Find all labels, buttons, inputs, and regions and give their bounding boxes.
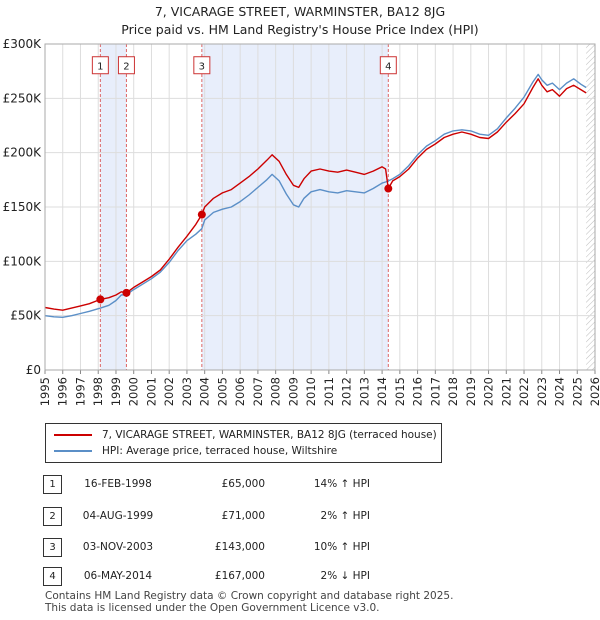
x-tick-label: 2002	[162, 377, 176, 406]
sale-date: 16-FEB-1998	[84, 478, 152, 490]
sale-hpi-diff: 10% ↑ HPI	[313, 541, 370, 553]
sale-price: £167,000	[214, 570, 265, 582]
x-tick-label: 1999	[109, 377, 123, 406]
x-tick-label: 2010	[304, 377, 318, 406]
x-tick-label: 2022	[517, 377, 531, 406]
sale-hpi-diff: 14% ↑ HPI	[313, 478, 370, 490]
x-tick-label: 2015	[393, 377, 407, 406]
y-tick-label: £0	[26, 363, 41, 377]
sale-hpi-diff: 2% ↑ HPI	[320, 510, 370, 522]
x-tick-label: 2025	[570, 377, 584, 406]
plot-frame	[44, 43, 596, 371]
chart-title: 7, VICARAGE STREET, WARMINSTER, BA12 8JG	[154, 4, 446, 19]
x-tick-label: 1998	[91, 377, 105, 406]
sale-date: 06-MAY-2014	[83, 570, 153, 582]
footer-line-copyright: Contains HM Land Registry data © Crown c…	[45, 590, 454, 602]
table-row: 3 03-NOV-2003 £143,000 10% ↑ HPI	[0, 538, 600, 558]
sale-date: 04-AUG-1999	[82, 510, 154, 522]
sale-hpi-diff: 2% ↓ HPI	[320, 570, 370, 582]
chart-title-block: 7, VICARAGE STREET, WARMINSTER, BA12 8JG…	[0, 3, 600, 39]
x-tick-label: 2009	[286, 377, 300, 406]
x-tick-label: 2000	[127, 377, 141, 406]
sale-label-box	[379, 56, 397, 75]
sale-label-number: 2	[123, 62, 129, 73]
x-tick-label: 2014	[375, 377, 389, 406]
x-tick-label: 2003	[180, 377, 194, 406]
x-tick-label: 2016	[411, 377, 425, 406]
sale-point	[122, 288, 131, 297]
y-tick-label: £50K	[10, 309, 42, 323]
y-tick-label: £200K	[3, 146, 43, 160]
x-tick-label: 2008	[269, 377, 283, 406]
hpi-line	[44, 73, 587, 318]
sale-label-box	[117, 56, 135, 75]
y-tick-label: £150K	[3, 200, 43, 214]
y-tick-label: £250K	[3, 91, 43, 105]
x-tick-label: 2007	[251, 377, 265, 406]
x-tick-label: 2005	[215, 377, 229, 406]
table-row: 2 04-AUG-1999 £71,000 2% ↑ HPI	[0, 507, 600, 527]
x-tick-label: 2012	[340, 377, 354, 406]
property-price-line	[44, 78, 587, 311]
sale-number-badge: 2	[43, 507, 62, 526]
chart-subtitle: Price paid vs. HM Land Registry's House …	[121, 22, 479, 37]
x-tick-label: 1996	[56, 377, 70, 406]
sale-label-number: 4	[385, 62, 391, 73]
footer-attribution: Contains HM Land Registry data © Crown c…	[45, 590, 453, 614]
sale-number-badge: 1	[43, 475, 62, 494]
sale-number-badge: 3	[43, 538, 62, 557]
x-tick-label: 2021	[499, 377, 513, 406]
sale-label-number: 1	[97, 62, 103, 73]
x-tick-label: 2006	[233, 377, 247, 406]
legend-swatch-property	[54, 434, 92, 436]
y-tick-label: £100K	[3, 254, 43, 268]
x-tick-label: 1997	[73, 377, 87, 406]
sale-point	[197, 210, 206, 219]
sale-label-number: 3	[199, 62, 205, 73]
x-tick-label: 2001	[144, 377, 158, 406]
x-tick-label: 2024	[553, 377, 567, 406]
sale-date: 03-NOV-2003	[82, 541, 154, 553]
x-tick-label: 2004	[198, 377, 212, 406]
x-tick-label: 2013	[357, 377, 371, 406]
sale-label-box	[91, 56, 109, 75]
table-row: 4 06-MAY-2014 £167,000 2% ↓ HPI	[0, 567, 600, 587]
legend-item-property: 7, VICARAGE STREET, WARMINSTER, BA12 8JG…	[54, 427, 437, 443]
sale-point	[384, 184, 393, 193]
sale-price: £71,000	[221, 510, 265, 522]
table-row: 1 16-FEB-1998 £65,000 14% ↑ HPI	[0, 475, 600, 495]
sale-point	[96, 295, 105, 304]
x-tick-label: 2011	[322, 377, 336, 406]
sale-price: £65,000	[221, 478, 265, 490]
sale-label-box	[193, 56, 211, 75]
x-tick-label: 2026	[588, 377, 600, 406]
x-tick-label: 2018	[446, 377, 460, 406]
legend: 7, VICARAGE STREET, WARMINSTER, BA12 8JG…	[45, 423, 442, 463]
legend-label-property: 7, VICARAGE STREET, WARMINSTER, BA12 8JG…	[102, 429, 437, 441]
y-tick-label: £300K	[3, 37, 43, 51]
x-tick-label: 1995	[38, 377, 52, 406]
x-tick-label: 2023	[535, 377, 549, 406]
footer-line-licence: This data is licensed under the Open Gov…	[45, 602, 380, 614]
x-tick-label: 2020	[482, 377, 496, 406]
x-tick-label: 2017	[428, 377, 442, 406]
price-chart: 1995 1996 1997 1998 1999 2000 2001 2002 2003 2004…	[3, 37, 600, 406]
x-tick-label: 2019	[464, 377, 478, 406]
legend-item-hpi: HPI: Average price, terraced house, Wilt…	[54, 443, 337, 459]
legend-label-hpi: HPI: Average price, terraced house, Wilt…	[102, 445, 338, 457]
legend-swatch-hpi	[54, 450, 92, 452]
sale-price: £143,000	[214, 541, 265, 553]
sale-number-badge: 4	[43, 567, 62, 586]
